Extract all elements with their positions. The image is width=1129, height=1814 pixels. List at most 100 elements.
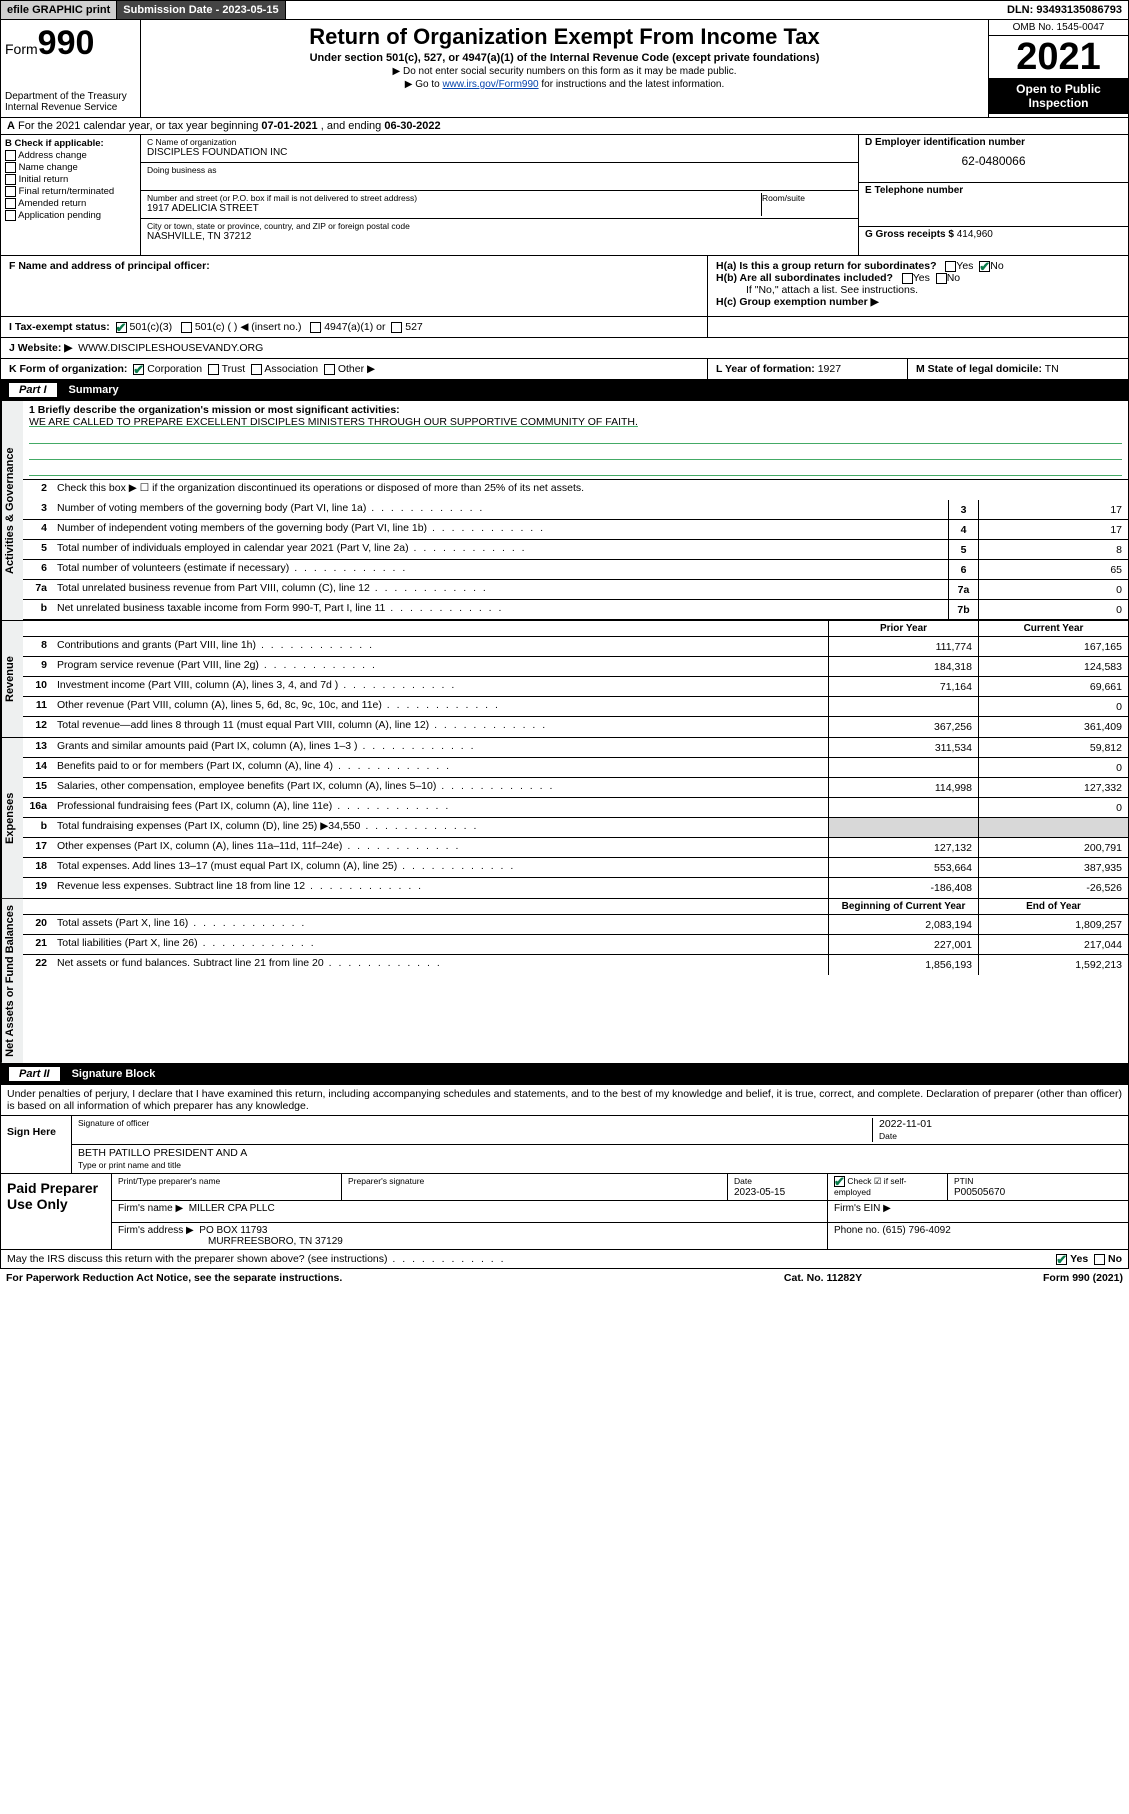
- org-name-cell: C Name of organization DISCIPLES FOUNDAT…: [141, 135, 858, 163]
- mission-text: WE ARE CALLED TO PREPARE EXCELLENT DISCI…: [29, 416, 638, 428]
- row-klm: K Form of organization: Corporation Trus…: [0, 359, 1129, 380]
- row-a-tax-year: A For the 2021 calendar year, or tax yea…: [0, 118, 1129, 135]
- line-4: 4Number of independent voting members of…: [23, 520, 1128, 540]
- line-7b: bNet unrelated business taxable income f…: [23, 600, 1128, 620]
- sign-here-label: Sign Here: [1, 1116, 71, 1173]
- chk-name-change[interactable]: Name change: [5, 162, 136, 173]
- line-21: 21Total liabilities (Part X, line 26)227…: [23, 935, 1128, 955]
- discuss-no[interactable]: [1094, 1254, 1105, 1265]
- chk-address-change[interactable]: Address change: [5, 150, 136, 161]
- line-7a: 7aTotal unrelated business revenue from …: [23, 580, 1128, 600]
- firm-address-1: PO BOX 11793: [199, 1225, 267, 1236]
- open-to-public: Open to PublicInspection: [989, 78, 1128, 114]
- gross-receipts-cell: G Gross receipts $ 414,960: [859, 227, 1128, 255]
- footer-bar: For Paperwork Reduction Act Notice, see …: [0, 1269, 1129, 1287]
- row-j: J Website: ▶ WWW.DISCIPLESHOUSEVANDY.ORG: [0, 338, 1129, 359]
- rev-col-headers: Prior Year Current Year: [23, 621, 1128, 637]
- omb-number: OMB No. 1545-0047: [989, 20, 1128, 36]
- form-version: Form 990 (2021): [923, 1272, 1123, 1284]
- chk-amended-return[interactable]: Amended return: [5, 198, 136, 209]
- form-number: Form990: [5, 24, 136, 63]
- city-state-zip: NASHVILLE, TN 37212: [147, 231, 852, 242]
- chk-4947[interactable]: [310, 322, 321, 333]
- hb-yes[interactable]: [902, 273, 913, 284]
- ptin: P00505670: [954, 1187, 1005, 1198]
- org-name: DISCIPLES FOUNDATION INC: [147, 147, 852, 158]
- chk-other[interactable]: [324, 364, 335, 375]
- website-url: WWW.DISCIPLESHOUSEVANDY.ORG: [78, 342, 263, 354]
- chk-501c3[interactable]: [116, 322, 127, 333]
- city-cell: City or town, state or province, country…: [141, 219, 858, 247]
- paperwork-notice: For Paperwork Reduction Act Notice, see …: [6, 1272, 723, 1284]
- principal-officer: F Name and address of principal officer:: [1, 256, 708, 316]
- summary-governance: Activities & Governance 1 Briefly descri…: [0, 401, 1129, 621]
- discuss-yes[interactable]: [1056, 1254, 1067, 1265]
- chk-initial-return[interactable]: Initial return: [5, 174, 136, 185]
- hb-no[interactable]: [936, 273, 947, 284]
- line-9: 9Program service revenue (Part VIII, lin…: [23, 657, 1128, 677]
- line-1-mission: 1 Briefly describe the organization's mi…: [23, 401, 1128, 480]
- irs-link[interactable]: www.irs.gov/Form990: [442, 79, 538, 90]
- summary-revenue: Revenue Prior Year Current Year 8Contrib…: [0, 621, 1129, 738]
- line-19: 19Revenue less expenses. Subtract line 1…: [23, 878, 1128, 898]
- line-10: 10Investment income (Part VIII, column (…: [23, 677, 1128, 697]
- firm-address-2: MURFREESBORO, TN 37129: [208, 1236, 343, 1247]
- dln: DLN: 93493135086793: [1001, 1, 1128, 19]
- row-i: I Tax-exempt status: 501(c)(3) 501(c) ( …: [0, 317, 1129, 338]
- paid-preparer-block: Paid Preparer Use Only Print/Type prepar…: [1, 1173, 1128, 1249]
- line-14: 14Benefits paid to or for members (Part …: [23, 758, 1128, 778]
- line-3: 3Number of voting members of the governi…: [23, 500, 1128, 520]
- line-13: 13Grants and similar amounts paid (Part …: [23, 738, 1128, 758]
- irs-label: Internal Revenue Service: [5, 102, 136, 113]
- dba-cell: Doing business as: [141, 163, 858, 191]
- ein-value: 62-0480066: [865, 154, 1122, 168]
- line-20: 20Total assets (Part X, line 16)2,083,19…: [23, 915, 1128, 935]
- summary-expenses: Expenses 13Grants and similar amounts pa…: [0, 738, 1129, 899]
- paid-preparer-label: Paid Preparer Use Only: [1, 1174, 111, 1249]
- chk-application-pending[interactable]: Application pending: [5, 210, 136, 221]
- group-return-box: H(a) Is this a group return for subordin…: [708, 256, 1128, 316]
- year-formation: 1927: [818, 363, 841, 375]
- chk-self-employed[interactable]: [834, 1176, 845, 1187]
- street-cell: Number and street (or P.O. box if mail i…: [141, 191, 858, 219]
- form-note-1: ▶ Do not enter social security numbers o…: [149, 66, 980, 77]
- line-b: bTotal fundraising expenses (Part IX, co…: [23, 818, 1128, 838]
- form-subtitle: Under section 501(c), 527, or 4947(a)(1)…: [149, 52, 980, 64]
- state-domicile: TN: [1045, 363, 1059, 375]
- part-2-header: Part IISignature Block: [0, 1064, 1129, 1085]
- firm-name: MILLER CPA PLLC: [189, 1203, 275, 1214]
- line-18: 18Total expenses. Add lines 13–17 (must …: [23, 858, 1128, 878]
- sig-date: 2022-11-01: [879, 1118, 932, 1130]
- chk-527[interactable]: [391, 322, 402, 333]
- officer-name: BETH PATILLO PRESIDENT AND A: [78, 1147, 247, 1159]
- ha-no[interactable]: [979, 261, 990, 272]
- chk-final-return[interactable]: Final return/terminated: [5, 186, 136, 197]
- summary-net-assets: Net Assets or Fund Balances Beginning of…: [0, 899, 1129, 1064]
- section-bcdeg: B Check if applicable: Address change Na…: [0, 135, 1129, 256]
- line-12: 12Total revenue—add lines 8 through 11 (…: [23, 717, 1128, 737]
- cat-no: Cat. No. 11282Y: [723, 1272, 923, 1284]
- line-6: 6Total number of volunteers (estimate if…: [23, 560, 1128, 580]
- ein-cell: D Employer identification number 62-0480…: [859, 135, 1128, 183]
- chk-corp[interactable]: [133, 364, 144, 375]
- row-fh: F Name and address of principal officer:…: [0, 256, 1129, 317]
- form-note-2: ▶ Go to www.irs.gov/Form990 for instruct…: [149, 79, 980, 90]
- perjury-declaration: Under penalties of perjury, I declare th…: [1, 1085, 1128, 1115]
- side-expenses: Expenses: [1, 738, 23, 898]
- form-title: Return of Organization Exempt From Incom…: [149, 24, 980, 50]
- efile-print-button[interactable]: efile GRAPHIC print: [1, 1, 117, 19]
- side-governance: Activities & Governance: [1, 401, 23, 620]
- chk-501c[interactable]: [181, 322, 192, 333]
- signature-block: Under penalties of perjury, I declare th…: [0, 1085, 1129, 1250]
- tax-year: 2021: [989, 36, 1128, 78]
- line-5: 5Total number of individuals employed in…: [23, 540, 1128, 560]
- box-b-checkboxes: B Check if applicable: Address change Na…: [1, 135, 141, 255]
- ha-yes[interactable]: [945, 261, 956, 272]
- net-col-headers: Beginning of Current Year End of Year: [23, 899, 1128, 915]
- line-15: 15Salaries, other compensation, employee…: [23, 778, 1128, 798]
- line-16a: 16aProfessional fundraising fees (Part I…: [23, 798, 1128, 818]
- submission-date: Submission Date - 2023-05-15: [117, 1, 285, 19]
- chk-assoc[interactable]: [251, 364, 262, 375]
- side-revenue: Revenue: [1, 621, 23, 737]
- chk-trust[interactable]: [208, 364, 219, 375]
